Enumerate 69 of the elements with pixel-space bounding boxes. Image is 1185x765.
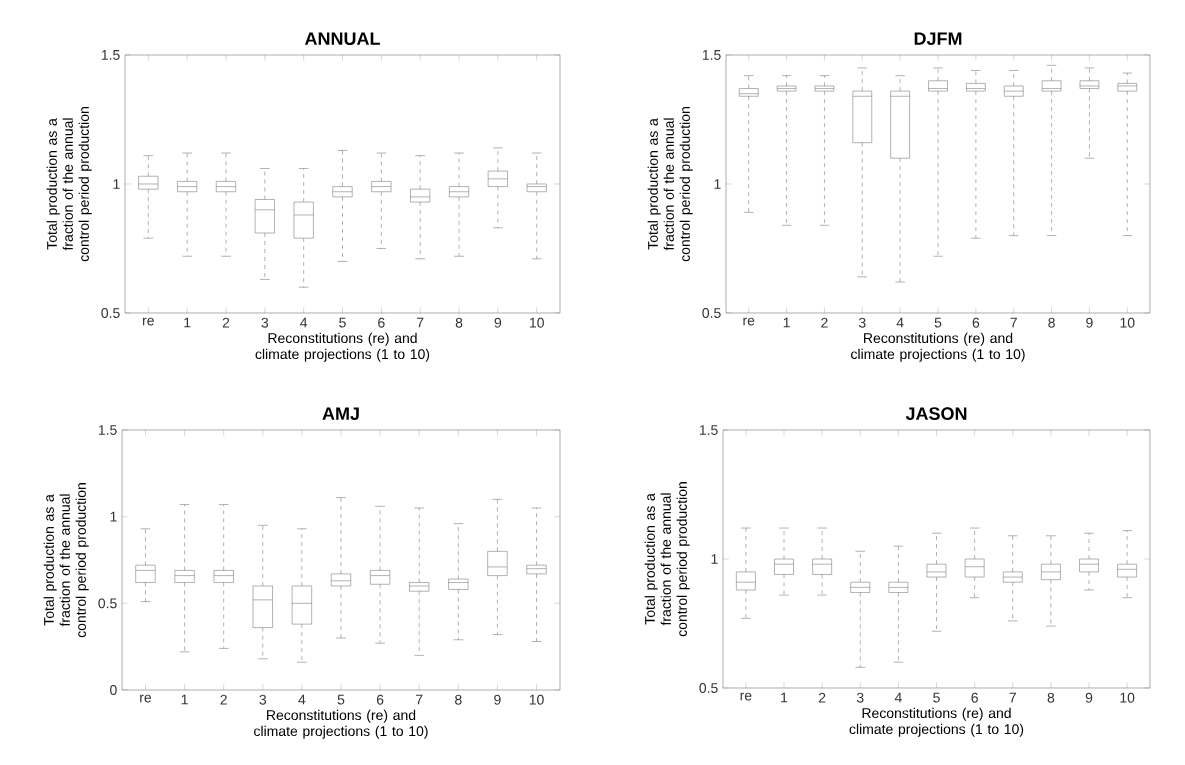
x-tick-label: 9 <box>494 694 501 705</box>
x-tick-label: 4 <box>300 317 308 328</box>
x-tick-label: 10 <box>1120 692 1135 703</box>
x-tick-label: 5 <box>337 694 345 705</box>
x-tick-label: 2 <box>821 317 828 328</box>
x-tick-label: 1 <box>781 692 788 703</box>
x-tick-label: 10 <box>529 317 544 328</box>
y-tick-label: 0.5 <box>702 308 721 318</box>
x-tick-label: 9 <box>1085 692 1093 703</box>
x-tick-label: 6 <box>378 317 385 328</box>
y-axis-title: Total production as a fraction of the annual control period production <box>647 107 693 262</box>
x-tick-label: 10 <box>529 694 544 705</box>
x-tick-label: 2 <box>220 694 227 705</box>
x-tick-label: 8 <box>455 694 462 705</box>
y-tick-label: 0.5 <box>101 308 120 318</box>
x-tick-label: 2 <box>222 317 230 328</box>
x-axis-title: Reconstitutions (re) and climate projections (1 to 10) <box>254 709 428 739</box>
y-tick-label: 0 <box>110 685 117 695</box>
x-axis-title: Reconstitutions (re) and climate projections (1 to 10) <box>849 707 1024 737</box>
x-tick-label: 7 <box>1009 692 1016 703</box>
x-axis-title: Reconstitutions (re) and climate projections (1 to 10) <box>851 332 1025 362</box>
y-tick-label: 1 <box>714 179 721 189</box>
x-tick-label: 2 <box>818 692 826 703</box>
x-tick-label: 5 <box>339 317 346 328</box>
x-tick-label: 6 <box>376 694 384 705</box>
x-tick-label: 5 <box>933 692 940 703</box>
y-tick-label: 0.5 <box>699 683 718 693</box>
y-tick-label: 1.5 <box>699 425 718 435</box>
x-tick-label: 9 <box>1086 317 1093 328</box>
x-tick-label: re <box>143 317 154 326</box>
x-tick-label: 10 <box>1120 317 1135 328</box>
y-tick-label: 1.5 <box>702 50 721 60</box>
x-tick-label: 7 <box>1010 317 1017 328</box>
x-tick-label: 3 <box>856 692 864 703</box>
chart-title: JASON <box>905 407 967 420</box>
x-tick-label: 8 <box>1048 317 1055 328</box>
x-tick-label: 3 <box>259 694 267 705</box>
y-tick-label: 1 <box>110 511 117 522</box>
x-tick-label: 7 <box>417 317 424 328</box>
x-tick-label: 3 <box>261 317 269 328</box>
chart-title: AMJ <box>322 407 359 420</box>
x-tick-label: 8 <box>455 317 463 328</box>
x-tick-label: 6 <box>972 317 980 328</box>
y-tick-label: 1.5 <box>98 425 117 435</box>
x-tick-label: 4 <box>894 692 902 703</box>
chart-title: DJFM <box>914 32 962 45</box>
chart-title: ANNUAL <box>304 32 380 45</box>
x-tick-label: re <box>740 692 752 701</box>
y-tick-label: 1.5 <box>101 50 120 60</box>
x-tick-label: 4 <box>896 317 904 328</box>
x-tick-label: re <box>140 694 152 703</box>
x-tick-label: 4 <box>298 694 306 705</box>
x-tick-label: 8 <box>1047 692 1055 703</box>
y-axis-title: Total production as a fraction of the annual control period production <box>644 482 690 637</box>
x-tick-label: 9 <box>494 317 502 328</box>
x-tick-label: 6 <box>971 692 978 703</box>
x-tick-label: re <box>743 317 755 326</box>
x-axis-title: Reconstitutions (re) and climate projections (1 to 10) <box>255 332 430 362</box>
x-tick-label: 7 <box>416 694 423 705</box>
x-tick-label: 1 <box>783 317 790 328</box>
y-tick-label: 0.5 <box>98 598 117 609</box>
y-axis-title: Total production as a fraction of the annual control period production <box>46 107 92 262</box>
x-tick-label: 3 <box>858 317 866 328</box>
y-axis-title: Total production as a fraction of the annual control period production <box>43 483 89 638</box>
x-tick-label: 5 <box>934 317 942 328</box>
y-tick-label: 1 <box>711 554 718 564</box>
y-tick-label: 1 <box>113 179 120 189</box>
x-tick-label: 1 <box>184 317 191 328</box>
x-tick-label: 1 <box>181 694 188 705</box>
